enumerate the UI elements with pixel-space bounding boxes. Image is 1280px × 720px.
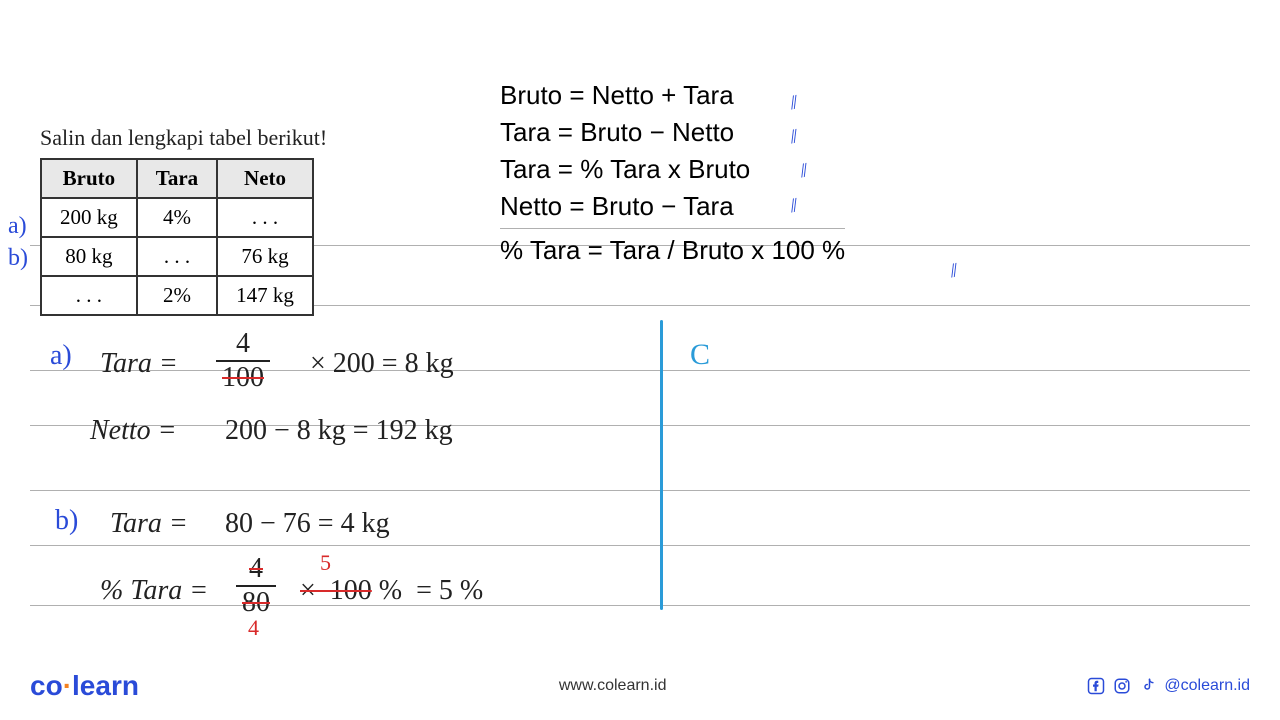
col-tara: Tara bbox=[137, 159, 217, 198]
hw-b-tara-expr: 80 − 76 = 4 kg bbox=[225, 508, 390, 540]
instagram-icon bbox=[1112, 676, 1132, 696]
logo-dot: · bbox=[63, 670, 72, 701]
social-handle: @colearn.id bbox=[1164, 677, 1250, 695]
facebook-icon bbox=[1086, 676, 1106, 696]
row-markers: a) b) bbox=[8, 210, 28, 274]
hw-a-label: a) bbox=[50, 340, 72, 372]
red-four: 4 bbox=[248, 615, 259, 641]
marker-b: b) bbox=[8, 242, 28, 274]
cell: 147 kg bbox=[217, 276, 313, 315]
cell: . . . bbox=[217, 198, 313, 237]
frac-num: 4 bbox=[236, 555, 276, 583]
footer: co·learn www.colearn.id @colearn.id bbox=[30, 670, 1250, 702]
cell: 2% bbox=[137, 276, 217, 315]
hw-b-frac: 4 80 bbox=[230, 555, 282, 617]
hw-a-netto-label: Netto = bbox=[90, 415, 177, 447]
formula-separator bbox=[500, 228, 845, 229]
instruction-text: Salin dan lengkapi tabel berikut! bbox=[40, 125, 327, 151]
hw-b-tara: Tara = bbox=[110, 508, 188, 540]
frac-den: 80 bbox=[236, 589, 276, 617]
red-five: 5 bbox=[320, 550, 331, 576]
frac-num: 4 bbox=[216, 330, 270, 358]
cell: 4% bbox=[137, 198, 217, 237]
data-table: Bruto Tara Neto 200 kg 4% . . . 80 kg . … bbox=[40, 158, 314, 316]
table-row: 80 kg . . . 76 kg bbox=[41, 237, 313, 276]
cell: 80 kg bbox=[41, 237, 137, 276]
col-neto: Neto bbox=[217, 159, 313, 198]
tiktok-icon bbox=[1138, 676, 1158, 696]
logo-co: co bbox=[30, 670, 63, 701]
vertical-divider bbox=[660, 320, 663, 610]
table-row: 200 kg 4% . . . bbox=[41, 198, 313, 237]
logo-learn: learn bbox=[72, 670, 139, 701]
hw-a-netto-expr: 200 − 8 kg = 192 kg bbox=[225, 415, 453, 447]
cell: . . . bbox=[41, 276, 137, 315]
hw-a-rest: × 200 = 8 kg bbox=[310, 348, 454, 380]
cell: 200 kg bbox=[41, 198, 137, 237]
cell: 76 kg bbox=[217, 237, 313, 276]
site-url: www.colearn.id bbox=[559, 677, 667, 695]
tally-mark: // bbox=[948, 260, 958, 284]
hw-a-frac: 4 100 bbox=[210, 330, 276, 392]
marker-a: a) bbox=[8, 210, 28, 242]
table-row: . . . 2% 147 kg bbox=[41, 276, 313, 315]
c-marker: C bbox=[690, 338, 710, 372]
data-table-wrap: Bruto Tara Neto 200 kg 4% . . . 80 kg . … bbox=[40, 158, 314, 316]
hw-a-tara: Tara = bbox=[100, 348, 178, 380]
socials: @colearn.id bbox=[1086, 676, 1250, 696]
cell: . . . bbox=[137, 237, 217, 276]
col-bruto: Bruto bbox=[41, 159, 137, 198]
hw-b-pct-label: % Tara = bbox=[100, 575, 208, 607]
formula-pct-tara: % Tara = Tara / Bruto x 100 % bbox=[500, 235, 845, 266]
formula-tara2: Tara = % Tara x Bruto bbox=[500, 154, 845, 185]
hw-b-rest: × 100 % = 5 % bbox=[300, 575, 483, 607]
logo: co·learn bbox=[30, 670, 139, 702]
frac-den: 100 bbox=[216, 364, 270, 392]
hw-b-label: b) bbox=[55, 505, 78, 537]
